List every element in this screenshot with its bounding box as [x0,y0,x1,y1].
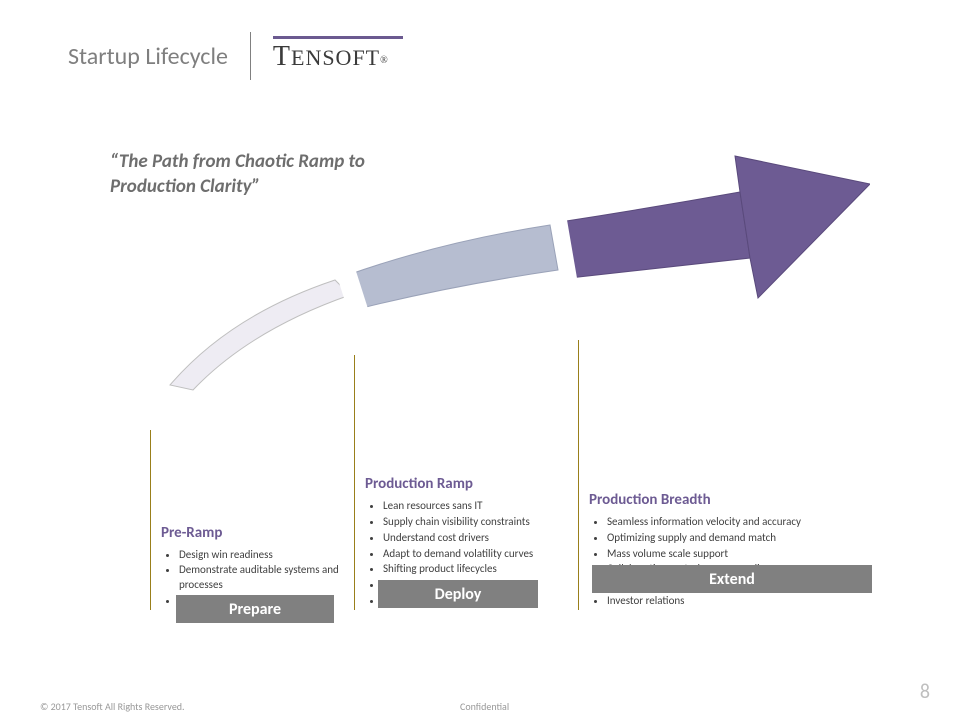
column-title: Production Breadth [589,491,878,509]
bullet-item: Seamless information velocity and accura… [607,515,878,530]
arrow-seg-2 [345,225,558,308]
arrow-gap-1 [335,268,370,317]
column-pre-ramp: Pre-Ramp Design win readinessDemonstrate… [150,430,340,610]
header-divider [250,32,251,80]
bullet-item: Mass volume scale support [607,547,878,562]
page-number: 8 [920,680,930,704]
column-production-ramp: Production Ramp Lean resources sans ITSu… [354,355,564,610]
column-bullets: Seamless information velocity and accura… [589,515,878,610]
copyright-text: © 2017 Tensoft All Rights Reserved. [40,700,185,713]
bullet-item: Investor relations [607,594,878,609]
slide-title: Startup Lifecycle [68,42,250,71]
bullet-item: Supply chain visibility constraints [383,515,564,530]
logo-text: TENSOFT® [273,41,403,73]
stage-label-extend: Extend [592,565,872,593]
confidential-text: Confidential [460,700,509,713]
bullet-item: Understand cost drivers [383,531,564,546]
column-title: Pre-Ramp [161,524,340,542]
logo-bar [273,36,403,39]
arrow-head [735,156,870,298]
tensoft-logo: TENSOFT® [273,36,403,73]
arrow-seg-3-shaft [560,192,750,278]
bullet-item: Adapt to demand volatility curves [383,547,564,562]
slide-subtitle: “The Path from Chaotic Ramp to Productio… [110,150,450,199]
bullet-item: Optimizing supply and demand match [607,531,878,546]
bullet-item: Shifting product lifecycles [383,562,564,577]
stage-label-deploy: Deploy [378,580,538,608]
stage-label-prepare: Prepare [176,595,334,623]
bullet-item: Design win readiness [179,548,340,563]
bullet-item: Demonstrate auditable systems and proces… [179,563,340,593]
bullet-item: Lean resources sans IT [383,499,564,514]
column-title: Production Ramp [365,475,564,493]
slide-header: Startup Lifecycle TENSOFT® [68,32,403,80]
arrow-gap-2 [550,214,578,286]
